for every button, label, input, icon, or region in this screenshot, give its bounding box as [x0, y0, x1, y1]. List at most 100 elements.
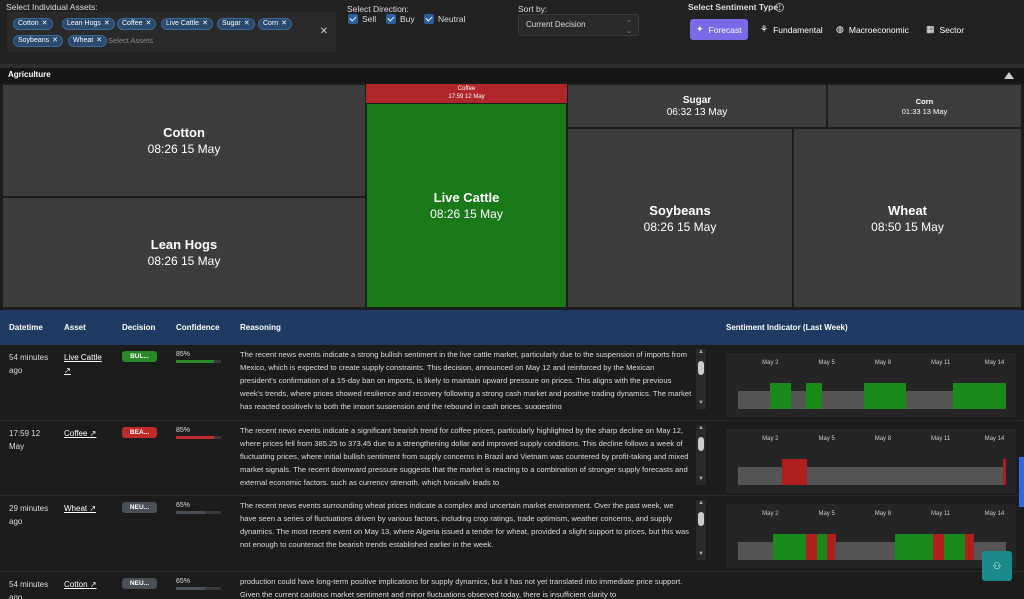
sentiment-bar	[990, 383, 994, 409]
asset-chip-sugar[interactable]: Sugar ✕	[217, 18, 255, 30]
asset-chip-live-cattle[interactable]: Live Cattle ✕	[161, 18, 213, 30]
asset-chip-cotton[interactable]: Cotton ✕	[13, 18, 53, 30]
asset-chip-lean-hogs[interactable]: Lean Hogs ✕	[62, 18, 115, 30]
col-decision[interactable]: Decision	[122, 323, 156, 332]
col-sentiment-indicator[interactable]: Sentiment Indicator (Last Week)	[726, 323, 848, 332]
clear-icon[interactable]: ✕	[319, 26, 328, 37]
sentiment-bar	[831, 467, 835, 485]
scroll-up-icon[interactable]: ▲	[698, 425, 704, 431]
treemap-tile-live-cattle[interactable]: Live Cattle 08:26 15 May	[366, 103, 567, 308]
direction-neutral-checkbox[interactable]: Neutral	[424, 14, 465, 24]
remove-icon[interactable]: ✕	[103, 20, 110, 27]
col-reasoning[interactable]: Reasoning	[240, 323, 281, 332]
remove-icon[interactable]: ✕	[52, 37, 59, 44]
col-asset[interactable]: Asset	[64, 323, 86, 332]
sentiment-bar	[947, 467, 951, 485]
sentiment-bar	[911, 534, 915, 560]
sentiment-bar	[826, 467, 830, 485]
scroll-down-icon[interactable]: ▼	[698, 400, 704, 406]
checkbox-icon[interactable]	[348, 14, 358, 24]
checkbox-icon[interactable]	[424, 14, 434, 24]
sentiment-bar	[753, 391, 757, 409]
sentiment-bar	[756, 391, 760, 409]
treemap-tile-wheat[interactable]: Wheat 08:50 15 May	[793, 128, 1022, 308]
scroll-thumb[interactable]	[698, 512, 704, 526]
remove-icon[interactable]: ✕	[41, 20, 48, 27]
sentiment-bar	[935, 391, 938, 409]
asset-link[interactable]: Coffee ↗	[64, 429, 97, 438]
side-tab[interactable]	[1019, 457, 1024, 507]
asset-chip-corn[interactable]: Corn ✕	[258, 18, 293, 30]
sentiment-bar	[770, 542, 774, 560]
col-confidence[interactable]: Confidence	[176, 323, 220, 332]
sort-select[interactable]: Current Decision ⌃ ⌄	[518, 14, 639, 36]
remove-icon[interactable]: ✕	[202, 20, 208, 27]
treemap-tile-soybeans[interactable]: Soybeans 08:26 15 May	[567, 128, 793, 308]
feedback-button[interactable]: ⚇	[982, 551, 1012, 581]
scroll-up-icon[interactable]: ▲	[698, 349, 704, 355]
direction-sell-checkbox[interactable]: Sell	[348, 14, 376, 24]
sentiment-bar	[1003, 459, 1007, 485]
treemap-tile-corn[interactable]: Corn 01:33 13 May	[827, 84, 1022, 128]
checkbox-icon[interactable]	[386, 14, 396, 24]
sentiment-bar	[995, 383, 999, 409]
reasoning-scrollbar[interactable]: ▲ ▼	[696, 425, 706, 485]
sentiment-bar	[781, 534, 785, 560]
treemap-tile-cotton[interactable]: Cotton 08:26 15 May	[2, 84, 366, 197]
direction-buy-checkbox[interactable]: Buy	[386, 14, 415, 24]
scroll-up-icon[interactable]: ▲	[698, 500, 704, 506]
treemap-tile-coffee[interactable]: Coffee 17:59 12 May	[366, 84, 567, 103]
asset-chip-wheat[interactable]: Wheat ✕	[68, 35, 108, 47]
remove-icon[interactable]: ✕	[243, 20, 250, 27]
sentiment-bar	[953, 383, 957, 409]
asset-multiselect[interactable]: Cotton ✕ Lean Hogs ✕ Coffee ✕ Live Cattle ✕ …	[7, 12, 336, 52]
confidence-value: 85%	[176, 427, 191, 434]
reasoning-scrollbar[interactable]: ▲ ▼	[696, 349, 706, 409]
external-link-icon[interactable]: ↗	[89, 580, 97, 589]
info-icon[interactable]: i	[775, 3, 784, 12]
sentiment-sector-button[interactable]: ▦ Sector	[926, 24, 965, 35]
sentiment-bar	[851, 542, 855, 560]
remove-icon[interactable]: ✕	[145, 20, 152, 27]
reasoning-scrollbar[interactable]: ▲ ▼	[696, 500, 706, 560]
sentiment-bar	[934, 467, 938, 485]
scroll-down-icon[interactable]: ▼	[698, 551, 704, 557]
sentiment-bar	[983, 467, 987, 485]
sentiment-bar	[889, 467, 893, 485]
sentiment-macroeconomic-button[interactable]: ◍ Macroeconomic	[836, 24, 909, 35]
asset-link[interactable]: Live Cattle ↗	[64, 353, 102, 375]
decision-badge: BEA...	[122, 427, 157, 438]
asset-chip-coffee[interactable]: Coffee ✕	[117, 18, 157, 30]
building-icon: ▦	[926, 24, 935, 34]
asset-search-input[interactable]: Select Assets	[108, 36, 154, 45]
asset-chip-soybeans[interactable]: Soybeans ✕	[13, 35, 64, 47]
sentiment-bar	[829, 391, 833, 409]
treemap-tile-lean-hogs[interactable]: Lean Hogs 08:26 15 May	[2, 197, 366, 308]
sentiment-bar	[932, 391, 936, 409]
sentiment-fundamental-button[interactable]: ⚘ Fundamental	[760, 24, 823, 35]
sentiment-bar	[794, 534, 798, 560]
external-link-icon[interactable]: ↗	[89, 504, 97, 513]
sentiment-bar	[820, 467, 824, 485]
scroll-thumb[interactable]	[698, 437, 704, 451]
remove-icon[interactable]: ✕	[96, 37, 103, 44]
section-header[interactable]: Agriculture	[0, 68, 1024, 83]
treemap-tile-sugar[interactable]: Sugar 06:32 13 May	[567, 84, 827, 128]
sentiment-bar	[779, 467, 783, 485]
scroll-down-icon[interactable]: ▼	[698, 476, 704, 482]
sentiment-bar	[854, 467, 857, 485]
remove-icon[interactable]: ✕	[281, 20, 288, 27]
external-link-icon[interactable]: ↗	[89, 429, 97, 438]
chart-date-label: May 2	[762, 511, 779, 517]
collapse-icon[interactable]	[1004, 72, 1014, 79]
sentiment-forecast-button[interactable]: ✦ Forecast	[690, 19, 748, 40]
sentiment-bar	[992, 383, 996, 409]
sentiment-bar	[740, 391, 744, 409]
external-link-icon[interactable]: ↗	[64, 366, 71, 375]
asset-link[interactable]: Wheat ↗	[64, 504, 97, 513]
sentiment-bar	[740, 467, 744, 485]
sentiment-bar	[873, 467, 877, 485]
col-datetime[interactable]: Datetime	[9, 323, 43, 332]
asset-link[interactable]: Cotton ↗	[64, 580, 97, 589]
scroll-thumb[interactable]	[698, 361, 704, 375]
